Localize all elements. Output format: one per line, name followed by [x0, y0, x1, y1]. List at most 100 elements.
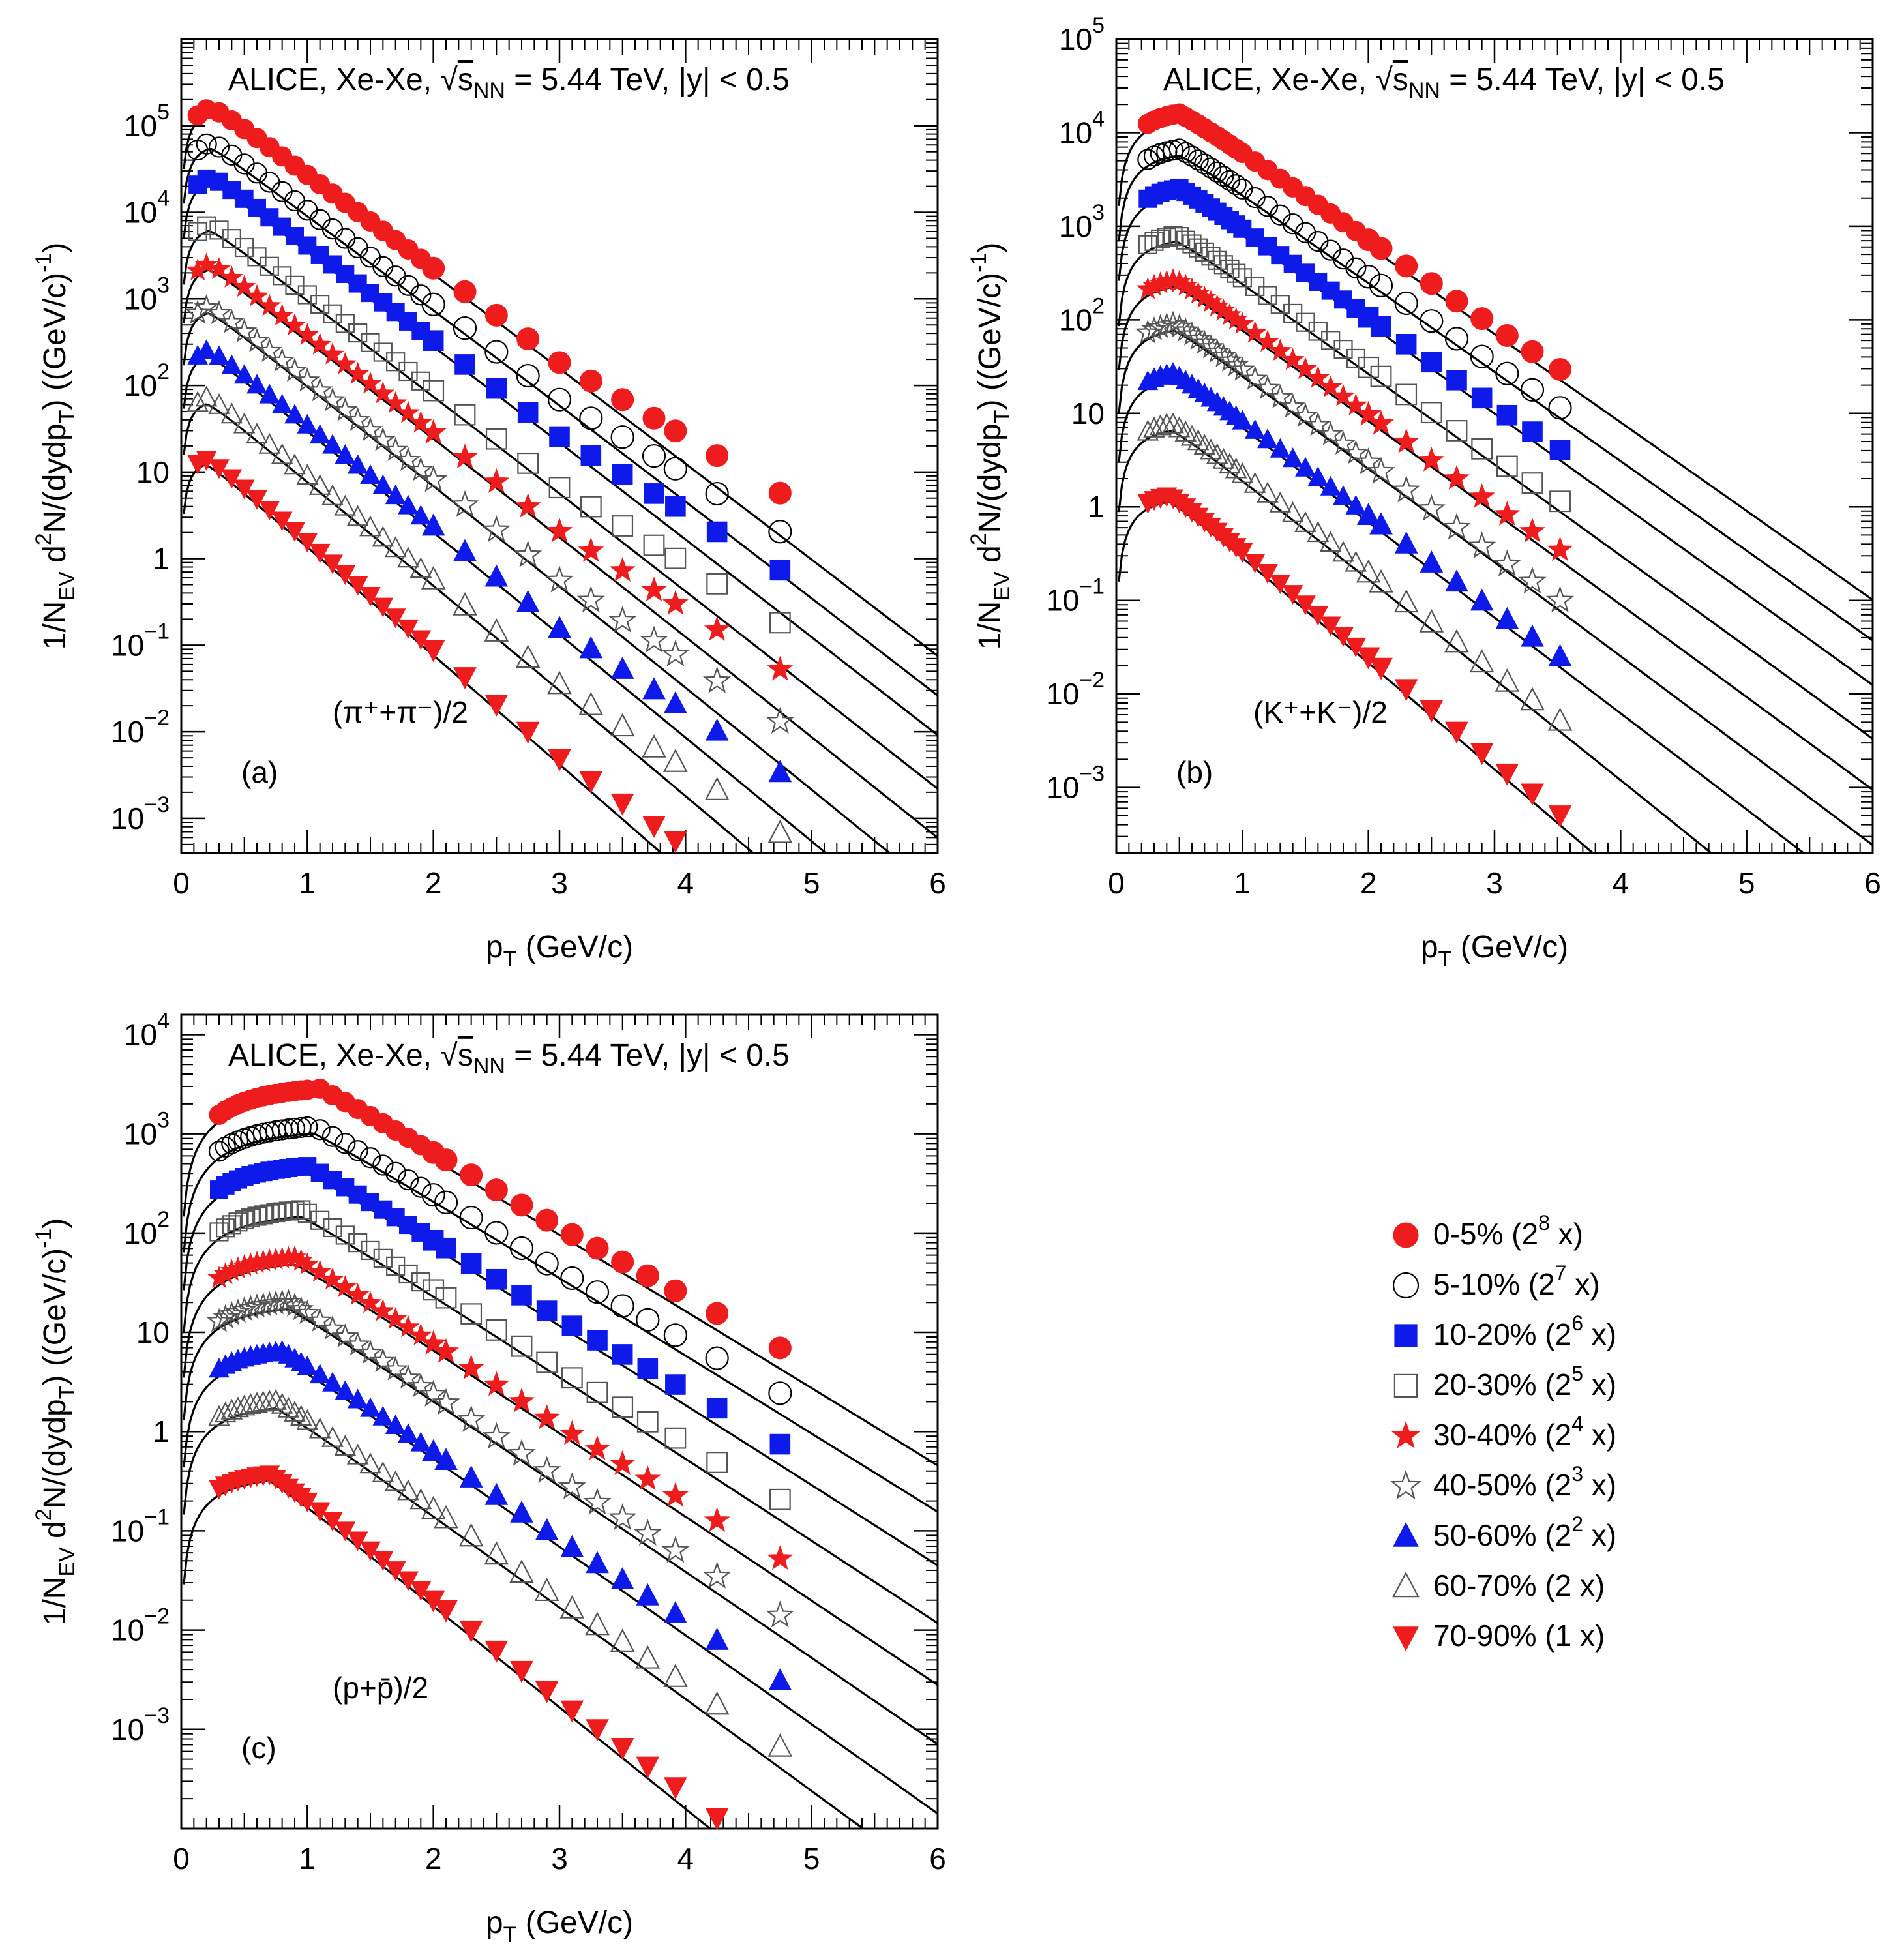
- fit-curve-60-70%: [1118, 430, 1713, 853]
- data-point-5-10%: [1187, 149, 1209, 171]
- data-point-60-70%: [186, 391, 209, 412]
- data-point-0-5%: [1495, 324, 1519, 348]
- data-point-5-10%: [421, 1183, 445, 1207]
- data-point-20-30%: [485, 1319, 507, 1341]
- data-point-60-70%: [265, 1388, 287, 1410]
- y-tick-label: 10−1: [111, 1504, 170, 1548]
- data-point-70-90%: [459, 1620, 483, 1643]
- data-point-20-30%: [386, 1256, 406, 1276]
- data-point-30-40%: [308, 332, 332, 355]
- data-point-30-40%: [383, 1307, 408, 1329]
- data-point-20-30%: [1420, 402, 1442, 424]
- data-point-5-10%: [705, 481, 729, 506]
- y-tick-label: 104: [1059, 106, 1105, 149]
- data-point-30-40%: [767, 655, 794, 681]
- data-point-60-70%: [397, 546, 419, 568]
- y-tick-label: 102: [124, 359, 170, 402]
- x-tick-label: 2: [425, 866, 442, 900]
- data-point-70-90%: [309, 1502, 331, 1522]
- data-point-30-40%: [346, 361, 370, 384]
- data-point-30-40%: [533, 1404, 560, 1430]
- data-point-0-5%: [706, 1302, 729, 1325]
- x-tick-label: 3: [551, 866, 568, 900]
- data-point-40-50%: [1343, 440, 1369, 464]
- data-point-40-50%: [206, 299, 232, 325]
- data-point-10-20%: [517, 402, 539, 423]
- legend-label: 5-10% (27 x): [1433, 1261, 1600, 1301]
- data-point-70-90%: [360, 587, 381, 607]
- data-point-70-90%: [347, 576, 368, 596]
- data-point-0-5%: [548, 351, 571, 374]
- data-point-60-70%: [372, 1461, 394, 1482]
- data-point-50-60%: [246, 374, 267, 394]
- data-point-50-60%: [610, 1567, 634, 1589]
- data-point-50-60%: [398, 494, 419, 515]
- data-point-30-40%: [609, 1450, 636, 1476]
- data-point-10-20%: [361, 284, 379, 303]
- data-point-60-70%: [258, 1390, 281, 1411]
- data-point-10-20%: [1421, 352, 1442, 373]
- data-point-60-70%: [321, 484, 344, 505]
- fit-curve-50-60%: [1118, 379, 1806, 853]
- data-point-50-60%: [1445, 569, 1468, 592]
- data-point-40-50%: [185, 299, 211, 324]
- data-point-40-50%: [320, 387, 346, 412]
- data-point-30-40%: [1230, 312, 1255, 335]
- data-point-0-5%: [1395, 254, 1418, 278]
- data-point-70-90%: [1282, 585, 1303, 605]
- data-point-40-50%: [1242, 365, 1268, 390]
- data-point-60-70%: [277, 1396, 300, 1418]
- data-point-20-30%: [361, 1240, 380, 1261]
- data-point-70-90%: [1232, 543, 1253, 563]
- data-point-40-50%: [320, 1315, 346, 1340]
- data-point-0-5%: [768, 1336, 792, 1360]
- data-point-20-30%: [348, 323, 368, 343]
- data-point-20-30%: [1170, 227, 1189, 247]
- data-point-60-70%: [1257, 481, 1279, 503]
- data-point-60-70%: [308, 473, 331, 495]
- y-tick-label: 10−2: [111, 706, 170, 749]
- x-axis-label: pT (GeV/c): [486, 1906, 633, 1946]
- series-group: [1118, 103, 1873, 853]
- data-point-0-5%: [1420, 272, 1443, 295]
- data-point-40-50%: [307, 1307, 333, 1332]
- data-point-70-90%: [484, 694, 509, 717]
- data-point-60-70%: [1168, 416, 1191, 438]
- data-point-0-5%: [664, 419, 687, 443]
- legend-label: 0-5% (28 x): [1433, 1211, 1583, 1251]
- data-point-60-70%: [409, 557, 432, 578]
- data-point-10-20%: [486, 378, 507, 399]
- data-point-30-40%: [308, 1259, 332, 1282]
- data-point-40-50%: [282, 357, 308, 382]
- y-tick-label: 104: [124, 187, 170, 230]
- data-point-30-40%: [458, 1355, 484, 1380]
- data-point-20-30%: [291, 1200, 311, 1220]
- data-point-60-70%: [1231, 462, 1254, 483]
- x-tick-label: 3: [1486, 866, 1503, 900]
- data-point-40-50%: [513, 540, 543, 567]
- y-tick-label: 102: [1059, 293, 1105, 337]
- data-point-5-10%: [585, 1280, 610, 1304]
- data-point-30-40%: [1344, 393, 1368, 415]
- data-point-40-50%: [307, 377, 333, 402]
- data-point-40-50%: [703, 1561, 732, 1589]
- data-point-30-40%: [420, 419, 447, 444]
- data-point-70-90%: [335, 1521, 356, 1542]
- y-tick-label: 103: [1059, 200, 1105, 243]
- data-point-70-90%: [1320, 616, 1341, 636]
- data-point-40-50%: [419, 1379, 448, 1407]
- panel-label: (a): [241, 755, 278, 789]
- data-point-20-30%: [310, 295, 330, 314]
- data-point-20-30%: [235, 1210, 254, 1229]
- x-tick-label: 2: [425, 1842, 442, 1876]
- data-point-30-40%: [634, 1465, 661, 1491]
- data-point-50-60%: [309, 1364, 331, 1384]
- data-point-40-50%: [383, 1356, 409, 1381]
- data-point-20-30%: [323, 1218, 342, 1238]
- data-point-60-70%: [246, 1392, 268, 1413]
- data-point-10-20%: [1395, 334, 1417, 355]
- data-point-70-90%: [309, 543, 331, 563]
- data-point-50-60%: [360, 1397, 381, 1417]
- data-point-50-60%: [1270, 438, 1291, 458]
- data-point-30-40%: [559, 1420, 586, 1445]
